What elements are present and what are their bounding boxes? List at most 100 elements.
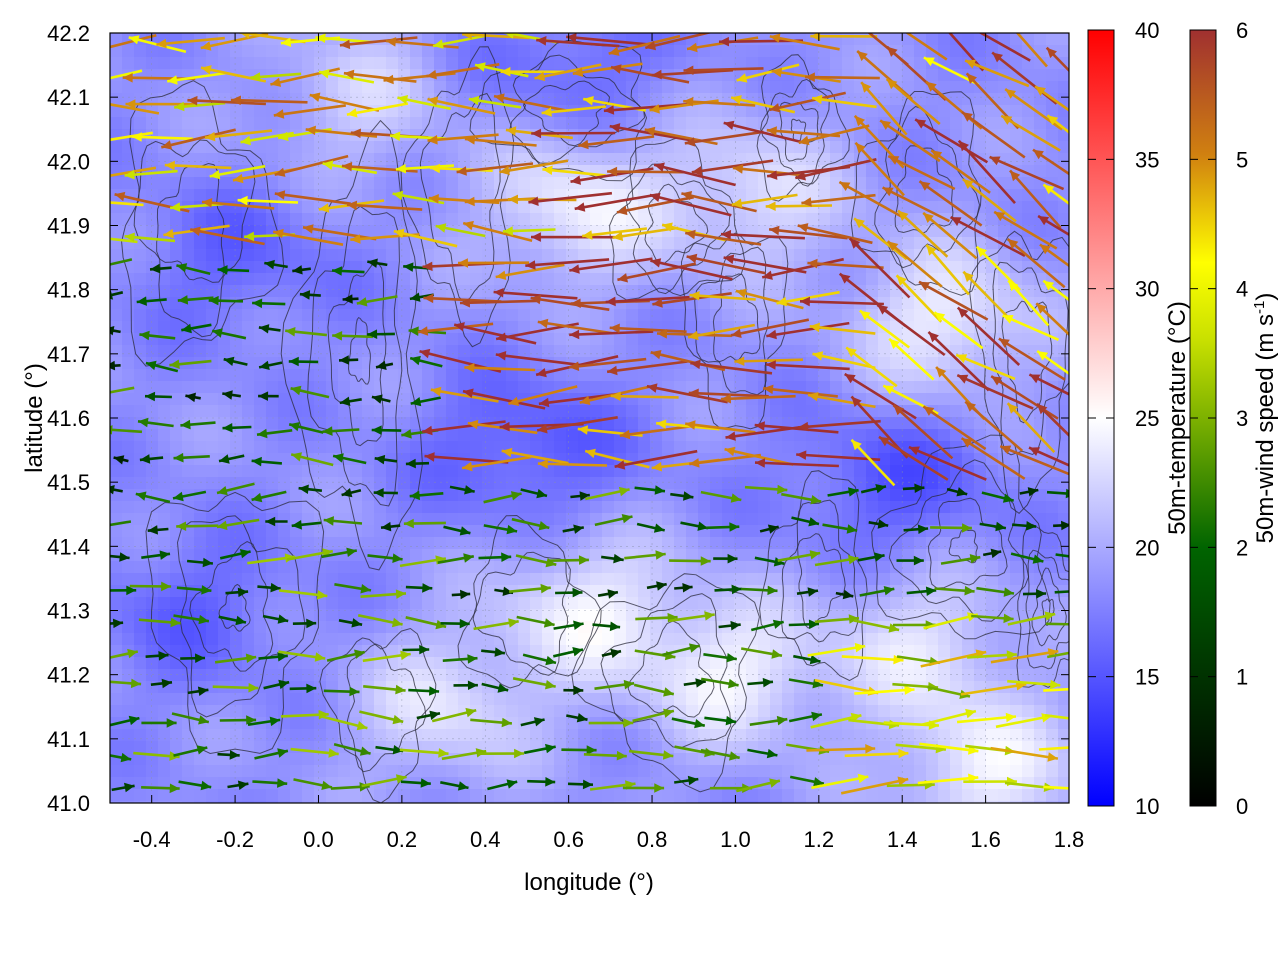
- temperature-cell: [134, 717, 147, 730]
- temperature-cell: [242, 357, 255, 370]
- temperature-cell: [338, 729, 351, 742]
- temperature-cell: [746, 357, 759, 370]
- temperature-cell: [482, 81, 495, 94]
- temperature-cell: [698, 633, 711, 646]
- temperature-cell: [278, 177, 291, 190]
- temperature-cell: [530, 501, 543, 514]
- temperature-cell: [782, 177, 795, 190]
- temperature-cell: [398, 141, 411, 154]
- temperature-cell: [518, 621, 531, 634]
- temperature-cell: [302, 729, 315, 742]
- temperature-cell: [710, 573, 723, 586]
- temperature-cell: [830, 705, 843, 718]
- temperature-cell: [386, 177, 399, 190]
- temperature-cell: [398, 117, 411, 130]
- temperature-cell: [302, 693, 315, 706]
- temperature-cell: [290, 633, 303, 646]
- temperature-cell: [686, 501, 699, 514]
- temperature-cell: [614, 729, 627, 742]
- temperature-cell: [338, 693, 351, 706]
- temperature-cell: [614, 69, 627, 82]
- temperature-cell: [626, 237, 639, 250]
- temperature-cell: [554, 513, 567, 526]
- temperature-cell: [770, 81, 783, 94]
- temperature-cell: [338, 477, 351, 490]
- temperature-cell: [170, 741, 183, 754]
- temperature-cell: [938, 33, 951, 46]
- temperature-cell: [566, 285, 579, 298]
- temperature-cell: [926, 33, 939, 46]
- temperature-cell: [458, 537, 471, 550]
- temperature-cell: [218, 285, 231, 298]
- temperature-cell: [722, 633, 735, 646]
- temperature-cell: [770, 309, 783, 322]
- temperature-cell: [374, 597, 387, 610]
- temperature-cell: [230, 465, 243, 478]
- temperature-cell: [242, 105, 255, 118]
- temperature-cell: [230, 765, 243, 778]
- temperature-cell: [578, 129, 591, 142]
- temperature-cell: [614, 345, 627, 358]
- temperature-cell: [278, 393, 291, 406]
- temperature-cell: [206, 273, 219, 286]
- temperature-cell: [170, 405, 183, 418]
- temperature-cell: [446, 333, 459, 346]
- temperature-cell: [566, 249, 579, 262]
- temperature-cell: [302, 309, 315, 322]
- temperature-cell: [386, 153, 399, 166]
- temperature-cell: [602, 633, 615, 646]
- temperature-cell: [698, 777, 711, 790]
- temperature-cell: [266, 249, 279, 262]
- temperature-cell: [866, 333, 879, 346]
- temperature-cell: [974, 585, 987, 598]
- temperature-cell: [578, 573, 591, 586]
- temperature-cell: [578, 273, 591, 286]
- temperature-cell: [230, 105, 243, 118]
- temperature-cell: [530, 777, 543, 790]
- temperature-cell: [170, 333, 183, 346]
- temperature-cell: [518, 465, 531, 478]
- temperature-cell: [782, 765, 795, 778]
- temperature-cell: [650, 621, 663, 634]
- temperature-cell: [542, 81, 555, 94]
- temperature-cell: [386, 237, 399, 250]
- temperature-cell: [314, 417, 327, 430]
- temperature-cell: [242, 729, 255, 742]
- temperature-cell: [614, 309, 627, 322]
- temperature-cell: [410, 525, 423, 538]
- temperature-cell: [254, 369, 267, 382]
- temperature-cell: [1022, 693, 1035, 706]
- temperature-cell: [986, 681, 999, 694]
- temperature-cell: [626, 561, 639, 574]
- temperature-cell: [362, 57, 375, 70]
- temperature-cell: [914, 249, 927, 262]
- temperature-cell: [218, 249, 231, 262]
- temperature-cell: [122, 309, 135, 322]
- temperature-cell: [218, 429, 231, 442]
- temperature-cell: [182, 753, 195, 766]
- temperature-cell: [710, 741, 723, 754]
- temperature-cell: [962, 657, 975, 670]
- temperature-cell: [350, 381, 363, 394]
- temperature-cell: [314, 729, 327, 742]
- temperature-cell: [518, 405, 531, 418]
- temperature-cell: [218, 237, 231, 250]
- temperature-cell: [398, 477, 411, 490]
- temperature-cell: [458, 501, 471, 514]
- temperature-cell: [422, 81, 435, 94]
- temperature-cell: [698, 513, 711, 526]
- temperature-cell: [470, 465, 483, 478]
- temperature-cell: [326, 501, 339, 514]
- temperature-cell: [770, 729, 783, 742]
- temperature-cell: [530, 513, 543, 526]
- temperature-cell: [698, 465, 711, 478]
- temperature-cell: [374, 237, 387, 250]
- temperature-cell: [590, 273, 603, 286]
- temperature-cell: [110, 741, 123, 754]
- temperature-cell: [398, 453, 411, 466]
- temperature-cell: [182, 381, 195, 394]
- temperature-cell: [926, 693, 939, 706]
- temperature-cell: [518, 801, 531, 803]
- temperature-cell: [746, 273, 759, 286]
- temperature-cell: [734, 753, 747, 766]
